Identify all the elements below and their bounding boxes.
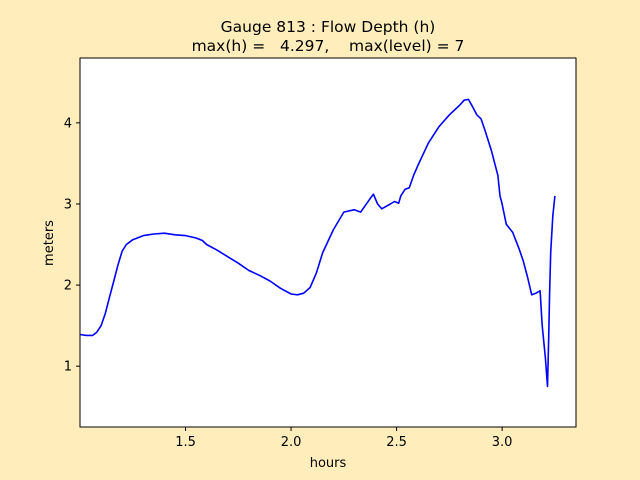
y-tick-label: 2 [64, 279, 72, 294]
y-axis-label: meters [42, 220, 57, 266]
y-tick-label: 3 [64, 197, 72, 212]
chart-title: Gauge 813 : Flow Depth (h) [221, 18, 436, 36]
x-tick-label: 1.5 [175, 435, 196, 450]
x-axis-label: hours [310, 456, 347, 471]
x-tick-label: 2.0 [281, 435, 302, 450]
x-tick-label: 3.0 [492, 435, 513, 450]
x-tick-label: 2.5 [386, 435, 407, 450]
y-tick-label: 4 [64, 116, 72, 131]
y-tick-label: 1 [64, 360, 72, 375]
chart-subtitle: max(h) = 4.297, max(level) = 7 [192, 37, 465, 55]
plot-frame [79, 57, 577, 428]
series-line-0 [79, 98, 556, 388]
